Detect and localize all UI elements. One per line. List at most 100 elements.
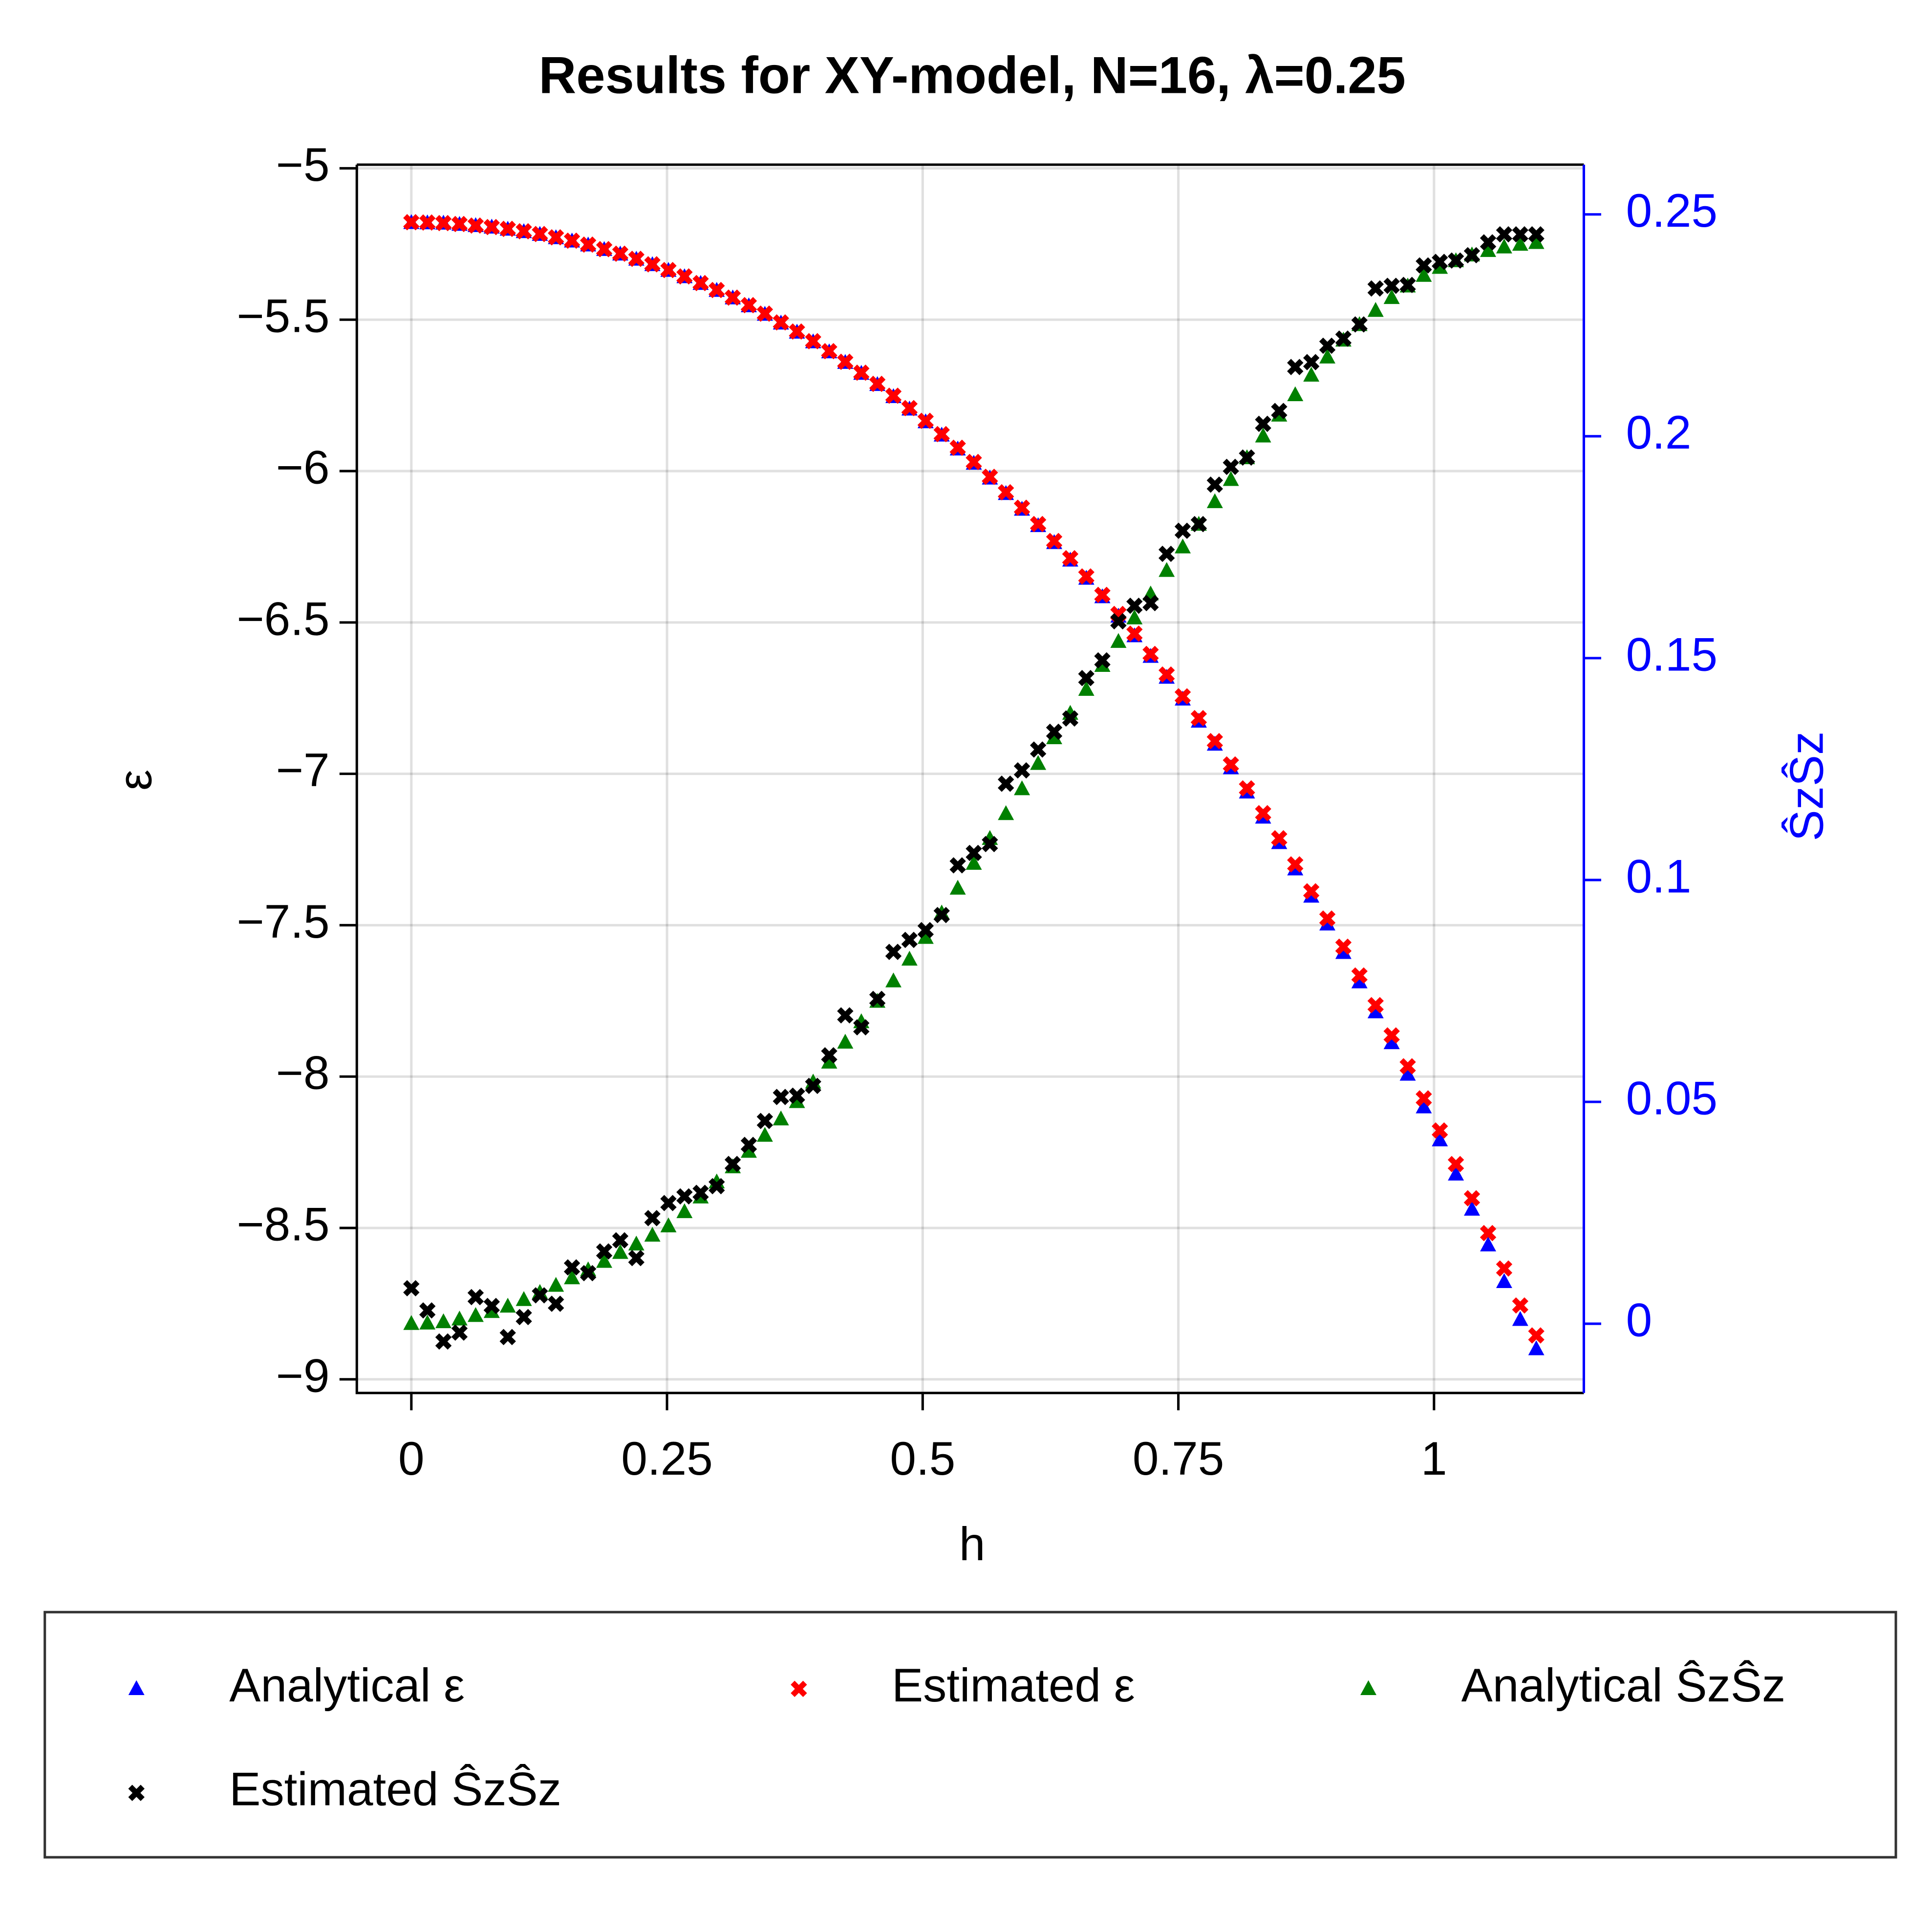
data-point <box>1142 595 1159 611</box>
data-point <box>966 855 982 870</box>
data-point <box>708 281 725 299</box>
data-point <box>1013 499 1030 516</box>
data-point <box>548 1277 564 1292</box>
data-point <box>821 343 837 360</box>
data-point <box>1271 830 1288 847</box>
data-point <box>419 214 436 231</box>
data-point <box>1206 493 1223 508</box>
data-point <box>451 215 468 233</box>
data-point <box>949 857 966 874</box>
data-point <box>1383 278 1400 294</box>
data-point <box>1239 780 1255 797</box>
data-point <box>1126 598 1143 614</box>
data-point <box>1239 449 1255 466</box>
data-point <box>499 1329 516 1345</box>
legend-label: Analytical ŜzŜz <box>1461 1659 1786 1712</box>
data-point <box>532 226 548 242</box>
y2-tick-label: 0.2 <box>1626 407 1692 459</box>
data-point <box>1463 247 1481 263</box>
data-point <box>1175 538 1191 554</box>
data-point <box>1432 258 1448 274</box>
data-point <box>1159 666 1175 683</box>
data-point <box>853 1019 870 1036</box>
y-tick-label: −5 <box>276 139 330 191</box>
data-point <box>1447 252 1464 269</box>
data-point <box>628 1235 644 1251</box>
data-point <box>933 426 950 443</box>
data-point <box>548 229 564 246</box>
data-point <box>789 1087 805 1104</box>
data-point <box>1528 226 1545 243</box>
data-point <box>580 1265 597 1282</box>
data-point <box>676 268 693 285</box>
x-tick-label: 0.75 <box>1133 1433 1224 1485</box>
data-point <box>869 375 886 392</box>
y-tick-label: −6.5 <box>236 593 329 645</box>
data-point <box>740 1137 757 1153</box>
data-point <box>789 323 805 340</box>
data-point <box>966 453 982 471</box>
data-point <box>1142 645 1159 662</box>
data-point <box>1351 967 1368 984</box>
data-point <box>1303 366 1320 382</box>
data-point <box>1432 1122 1448 1139</box>
data-point <box>1496 238 1512 254</box>
data-point <box>740 297 757 314</box>
data-point <box>756 1113 773 1129</box>
data-point <box>1046 533 1063 549</box>
data-point <box>1335 944 1352 959</box>
legend-marker <box>791 1680 807 1698</box>
data-point <box>1351 973 1368 989</box>
data-point <box>1528 234 1545 249</box>
data-point <box>660 261 677 279</box>
x-tick-label: 0.25 <box>621 1433 712 1485</box>
data-point <box>612 1232 629 1249</box>
data-point <box>917 412 934 429</box>
data-point <box>1046 729 1062 744</box>
data-point <box>1255 415 1271 432</box>
data-point <box>949 439 966 456</box>
data-point <box>1159 562 1175 577</box>
data-point <box>821 1047 837 1064</box>
data-point <box>1078 670 1095 687</box>
y2-tick-label: 0 <box>1626 1294 1653 1346</box>
data-point <box>901 400 918 416</box>
data-point <box>982 836 998 853</box>
data-point <box>1174 522 1191 539</box>
x-tick-label: 0.5 <box>890 1433 955 1485</box>
data-point <box>756 1127 773 1142</box>
data-point <box>468 1307 484 1322</box>
data-point <box>483 218 500 236</box>
data-point <box>435 1333 452 1350</box>
data-point <box>1319 915 1336 931</box>
legend-label: Estimated ε <box>892 1659 1135 1712</box>
data-point <box>563 1259 580 1276</box>
data-point <box>1319 910 1336 927</box>
data-point <box>1416 267 1432 282</box>
data-point <box>403 214 420 231</box>
data-point <box>1496 1273 1512 1289</box>
data-point <box>1094 652 1111 669</box>
data-point <box>1110 613 1127 630</box>
data-point <box>1432 1131 1448 1147</box>
y2-tick-label: 0.25 <box>1626 185 1717 237</box>
data-point <box>499 220 516 237</box>
data-point <box>773 314 789 331</box>
data-point <box>596 1243 613 1260</box>
data-point <box>660 1195 677 1211</box>
data-point <box>1046 723 1063 740</box>
x-axis-label: h <box>959 1518 986 1570</box>
y-tick-label: −7 <box>276 744 330 796</box>
data-point <box>403 1280 420 1297</box>
data-point <box>1030 755 1047 770</box>
legend-label: Analytical ε <box>229 1659 465 1712</box>
data-point <box>676 1188 693 1205</box>
y-tick-label: −5.5 <box>236 290 329 343</box>
data-point <box>499 1297 516 1313</box>
data-point <box>805 333 821 349</box>
data-point <box>1335 938 1352 955</box>
data-point <box>917 929 934 944</box>
data-point <box>1223 471 1239 486</box>
data-point <box>435 1313 452 1329</box>
data-point <box>773 1089 789 1105</box>
